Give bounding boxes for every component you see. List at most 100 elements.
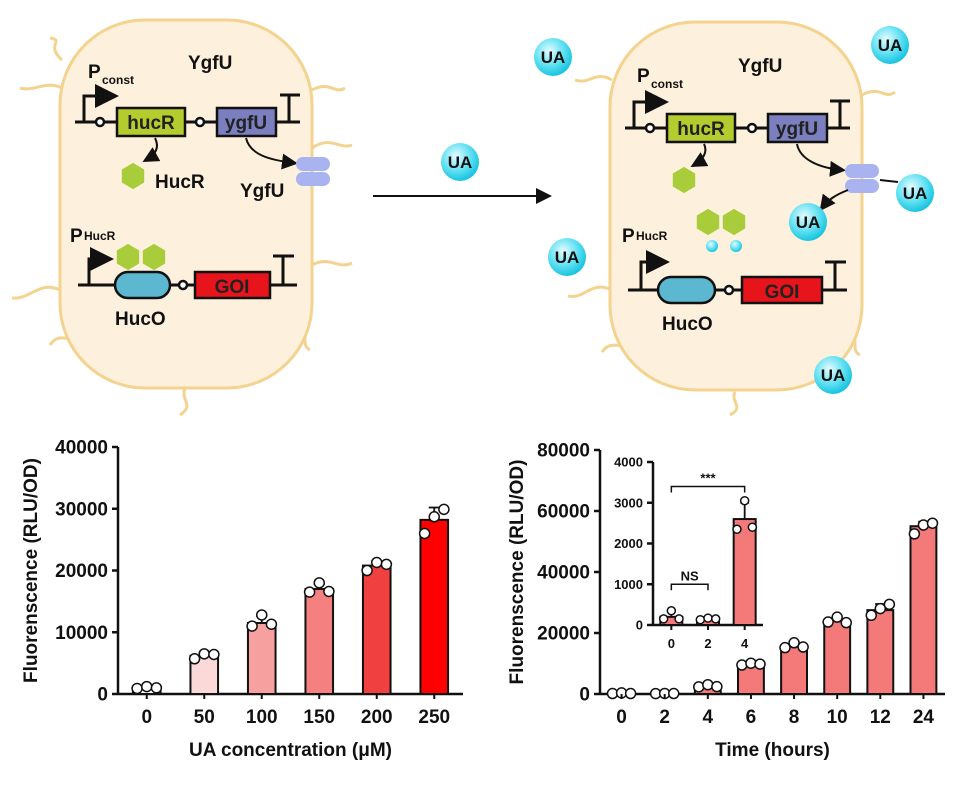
- data-point: [371, 556, 383, 569]
- y-tick-label: 0: [636, 618, 643, 633]
- data-point: [779, 641, 791, 654]
- uric-acid-icon: UA: [814, 356, 852, 394]
- data-point: [926, 517, 939, 529]
- bar: [823, 619, 852, 695]
- data-point: [865, 609, 878, 622]
- x-tick-label: 10: [827, 707, 848, 728]
- x-tick-label: 150: [303, 707, 335, 728]
- huco-operator: [113, 270, 172, 300]
- p-hucr-label: P: [70, 226, 83, 247]
- y-tick-label: 0: [97, 685, 108, 706]
- x-tick-label: 4: [703, 707, 714, 728]
- data-point: [141, 680, 153, 693]
- y-tick-label: 40000: [537, 563, 590, 584]
- goi-gene: [193, 270, 272, 300]
- data-point: [703, 613, 713, 623]
- ua-label: UA: [541, 48, 566, 67]
- data-point: [658, 614, 669, 624]
- data-point: [438, 503, 450, 516]
- y-tick-label: 2000: [614, 536, 643, 551]
- bar: [732, 518, 757, 626]
- y-tick-label: 0: [579, 685, 590, 706]
- data-point: [736, 659, 748, 671]
- data-point: [874, 602, 887, 615]
- data-point: [695, 614, 706, 625]
- data-point: [702, 678, 714, 691]
- data-point: [418, 527, 431, 540]
- y-axis-label: Fluorenscence (RLU/OD): [21, 458, 42, 683]
- x-tick-label: 2: [659, 707, 670, 728]
- cell-before: P const YgfU hucR ygfU HucR YgfU P HucR …: [11, 18, 353, 417]
- ygfu-top-label: YgfU: [188, 53, 232, 74]
- bar: [419, 518, 450, 695]
- data-point: [361, 564, 373, 577]
- uric-acid-molecules: UA UA UA UA UA UA UA: [441, 26, 934, 394]
- goi-label: GOI: [765, 282, 800, 303]
- data-point: [131, 682, 143, 695]
- x-tick-label: 12: [870, 707, 891, 728]
- p-const-sub: const: [102, 73, 134, 87]
- uric-acid-icon: UA: [534, 38, 572, 76]
- p-hucr-sub: HucR: [636, 229, 668, 243]
- p-const-label: P: [637, 66, 650, 87]
- data-point: [788, 637, 800, 649]
- ygfu-top-label: YgfU: [738, 56, 782, 77]
- data-point: [732, 524, 742, 534]
- x-tick-label: 100: [246, 707, 278, 728]
- x-tick-label: 200: [361, 707, 393, 728]
- ygfu-transporter-icon: [845, 164, 879, 193]
- data-point: [739, 495, 750, 506]
- x-axis-label: UA concentration (μM): [189, 740, 392, 761]
- data-point: [840, 616, 852, 629]
- p-const-sub: const: [651, 77, 683, 91]
- ygfu-gene-label: ygfU: [225, 113, 267, 134]
- y-tick-label: 60000: [537, 502, 590, 523]
- y-tick-label: 4000: [614, 455, 643, 470]
- data-point: [428, 511, 440, 523]
- y-tick-label: 10000: [55, 623, 108, 644]
- uric-acid-icon: UA: [871, 26, 909, 64]
- p-hucr-sub: HucR: [84, 229, 116, 243]
- ua-label: UA: [821, 366, 846, 385]
- inset-chart: 0 1000 2000 3000 4000 0 2 4 NS ***: [614, 455, 763, 651]
- y-tick-label: 3000: [614, 495, 643, 510]
- data-point: [797, 641, 809, 653]
- promoter-arrow-icon: [82, 84, 119, 122]
- data-point: [624, 687, 637, 700]
- bar: [909, 525, 938, 695]
- ygfu-protein-label: YgfU: [240, 181, 284, 202]
- data-point: [150, 682, 163, 694]
- terminator-icon: [280, 93, 300, 122]
- x-axis-label: Time (hours): [715, 740, 830, 761]
- data-point: [754, 658, 766, 670]
- hucr-gene-label: hucR: [677, 119, 725, 140]
- x-tick-label: 2: [704, 636, 711, 651]
- huco-label: HucO: [662, 314, 713, 335]
- data-point: [747, 522, 758, 532]
- data-point: [674, 614, 684, 624]
- ua-label: UA: [903, 184, 928, 203]
- bar: [246, 621, 277, 695]
- y-tick-label: 20000: [537, 624, 590, 645]
- data-point: [256, 609, 268, 621]
- data-point: [323, 585, 335, 598]
- ygfu-gene-label: ygfU: [776, 119, 818, 140]
- data-point: [822, 616, 834, 628]
- ua-label: UA: [448, 153, 473, 172]
- x-tick-label: 0: [141, 707, 152, 728]
- y-axis-label: Fluorenscence (RLU/OD): [507, 460, 528, 685]
- data-point: [208, 648, 220, 661]
- hucr-gene: [115, 106, 187, 138]
- x-tick-label: 6: [746, 707, 757, 728]
- ygfu-gene: [215, 106, 278, 138]
- goi-label: GOI: [215, 277, 250, 298]
- data-point: [265, 618, 278, 630]
- ygfu-gene: [766, 112, 829, 144]
- hucr-gene: [665, 112, 737, 144]
- bar: [361, 564, 392, 695]
- ua-label: UA: [555, 248, 580, 267]
- significance-bracket: [670, 583, 709, 591]
- uric-acid-icon: UA: [441, 143, 479, 181]
